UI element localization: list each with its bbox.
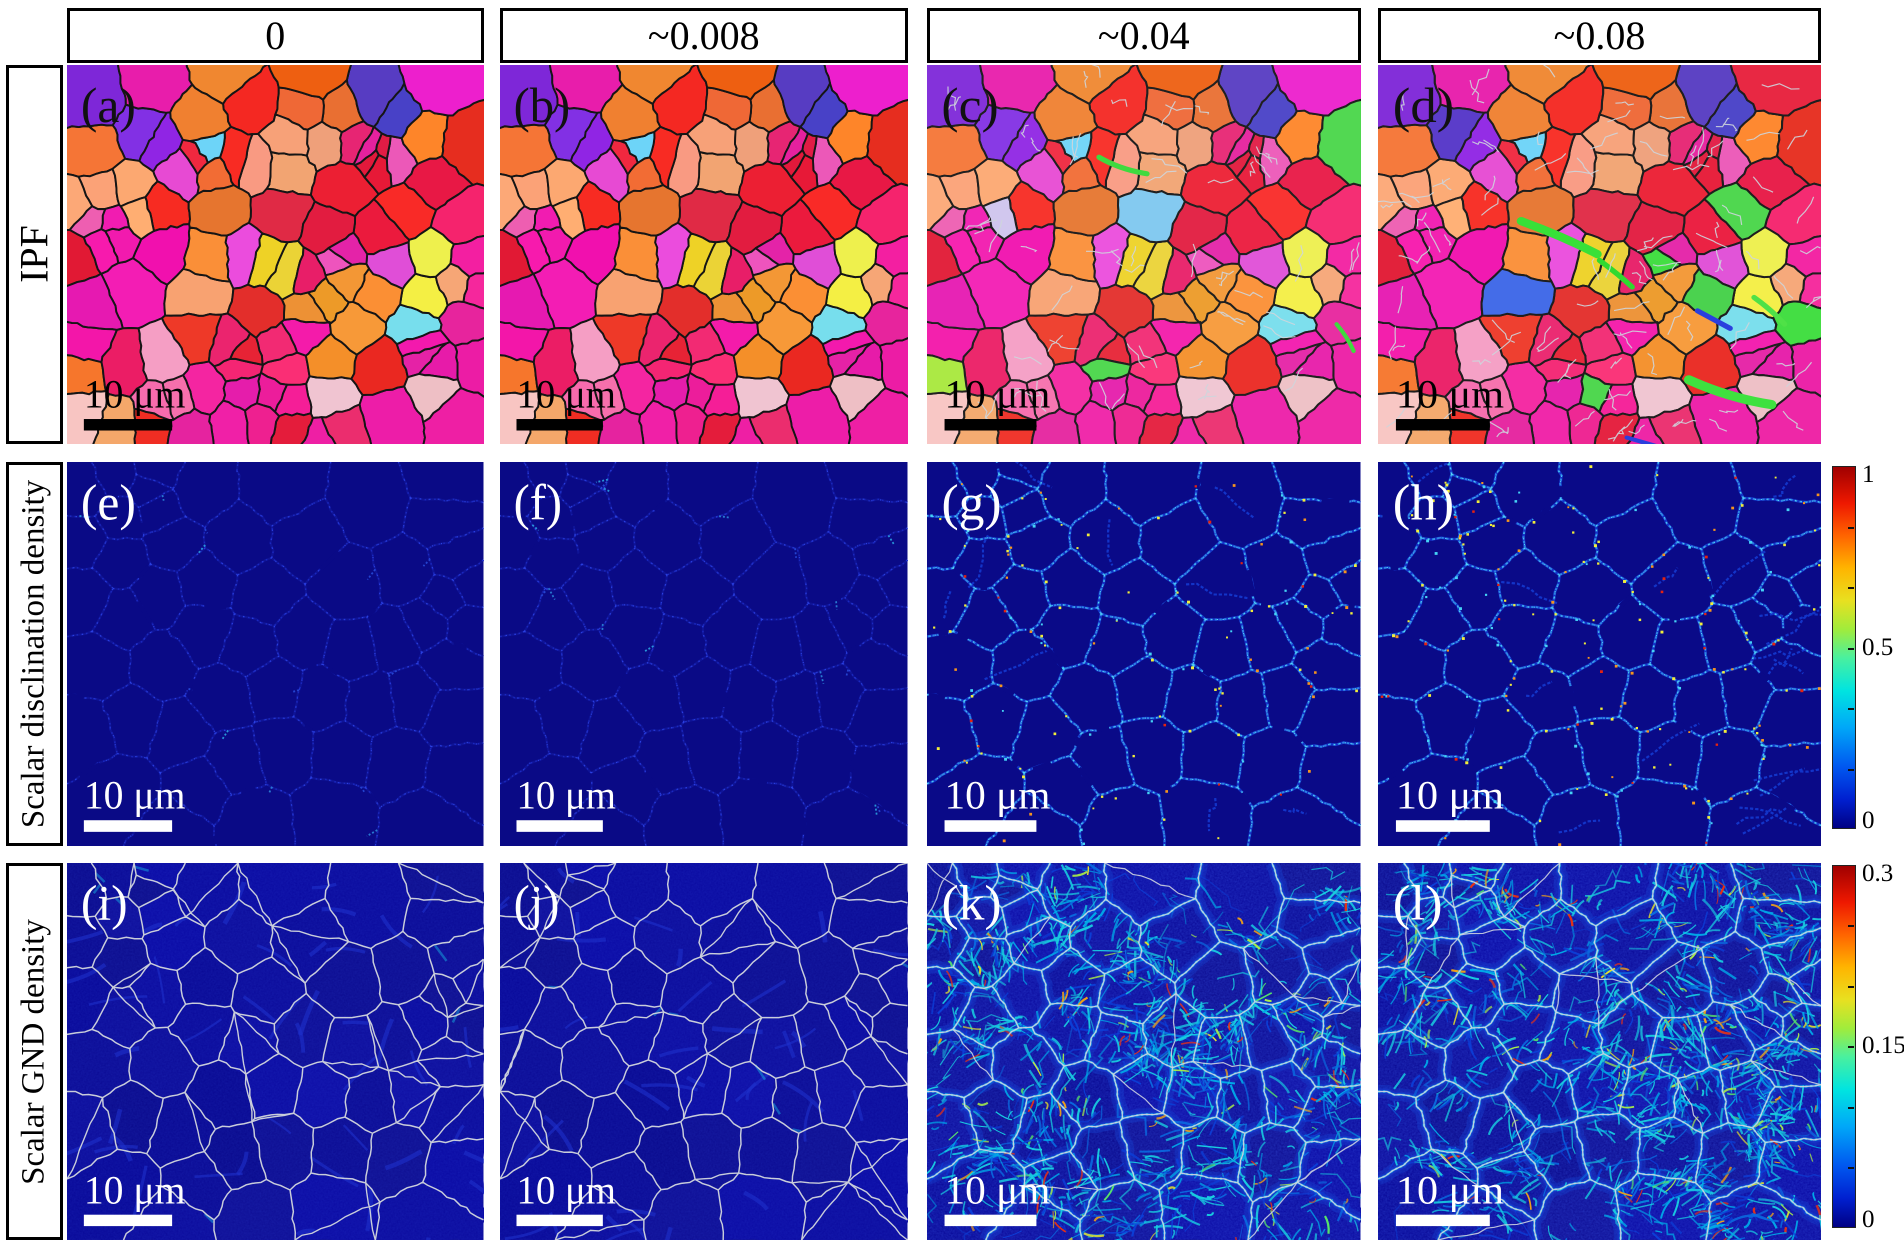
svg-text:(c): (c) [941, 77, 998, 132]
svg-text:10 μm: 10 μm [516, 372, 616, 417]
svg-text:(d): (d) [1393, 78, 1454, 133]
svg-text:10 μm: 10 μm [516, 772, 616, 817]
svg-text:10 μm: 10 μm [84, 1168, 186, 1212]
svg-text:(a): (a) [81, 77, 136, 132]
svg-text:(k): (k) [941, 875, 1001, 930]
svg-text:(i): (i) [81, 876, 128, 931]
svg-text:10 μm: 10 μm [945, 372, 1051, 416]
svg-text:10 μm: 10 μm [1396, 371, 1504, 416]
svg-text:10 μm: 10 μm [84, 372, 186, 416]
svg-text:10 μm: 10 μm [1396, 1168, 1504, 1212]
svg-text:(h): (h) [1393, 475, 1454, 531]
svg-text:10 μm: 10 μm [1396, 772, 1504, 817]
svg-text:10 μm: 10 μm [84, 772, 186, 817]
svg-text:(e): (e) [81, 474, 136, 531]
svg-text:10 μm: 10 μm [516, 1169, 615, 1212]
svg-text:(j): (j) [514, 875, 560, 931]
svg-text:(b): (b) [514, 77, 571, 133]
svg-text:10 μm: 10 μm [945, 772, 1051, 817]
svg-text:10 μm: 10 μm [945, 1168, 1051, 1212]
svg-text:(f): (f) [514, 474, 562, 530]
svg-text:(g): (g) [941, 475, 1001, 531]
svg-text:(l): (l) [1393, 876, 1443, 931]
